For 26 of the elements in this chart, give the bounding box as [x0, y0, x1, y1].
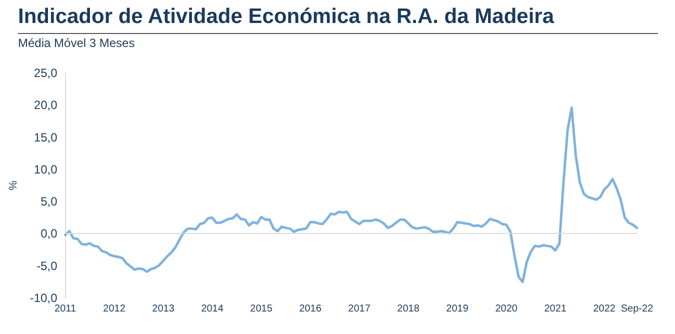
- y-tick-label: -5,0: [36, 258, 58, 273]
- y-tick-label: 5,0: [40, 194, 58, 209]
- y-tick-label: 10,0: [34, 162, 58, 176]
- chart-subtitle: Média Móvel 3 Meses: [18, 36, 135, 50]
- x-tick-label: 2017: [348, 304, 371, 314]
- y-tick-label: 25,0: [34, 66, 58, 80]
- x-tick-label: 2014: [201, 304, 224, 314]
- y-tick-label: 15,0: [34, 130, 58, 144]
- x-tick-label: 2013: [152, 304, 175, 314]
- y-tick-label: -10,0: [30, 291, 58, 305]
- x-tick-label: 2015: [250, 304, 273, 314]
- x-tick-label: 2022: [593, 304, 616, 314]
- x-tick-label: 2020: [495, 304, 518, 314]
- x-tick-label: 2021: [544, 304, 567, 314]
- x-tick-label: 2016: [299, 304, 322, 314]
- line-series: [64, 106, 638, 284]
- title-rule: Indicador de Atividade Económica na R.A. da Madeira: [18, 4, 658, 34]
- y-tick-label: 20,0: [34, 98, 58, 112]
- x-tick-label: 2019: [446, 304, 469, 314]
- chart-title: Indicador de Atividade Económica na R.A. da Madeira: [18, 4, 556, 30]
- x-tick-label: 2011: [54, 304, 76, 314]
- x-tick-label: 2012: [103, 304, 126, 314]
- x-tick-label: Sep-22: [620, 304, 654, 314]
- x-tick-label: 2018: [397, 304, 420, 314]
- y-tick-label: 0,0: [40, 226, 58, 241]
- y-axis-title: %: [8, 180, 20, 190]
